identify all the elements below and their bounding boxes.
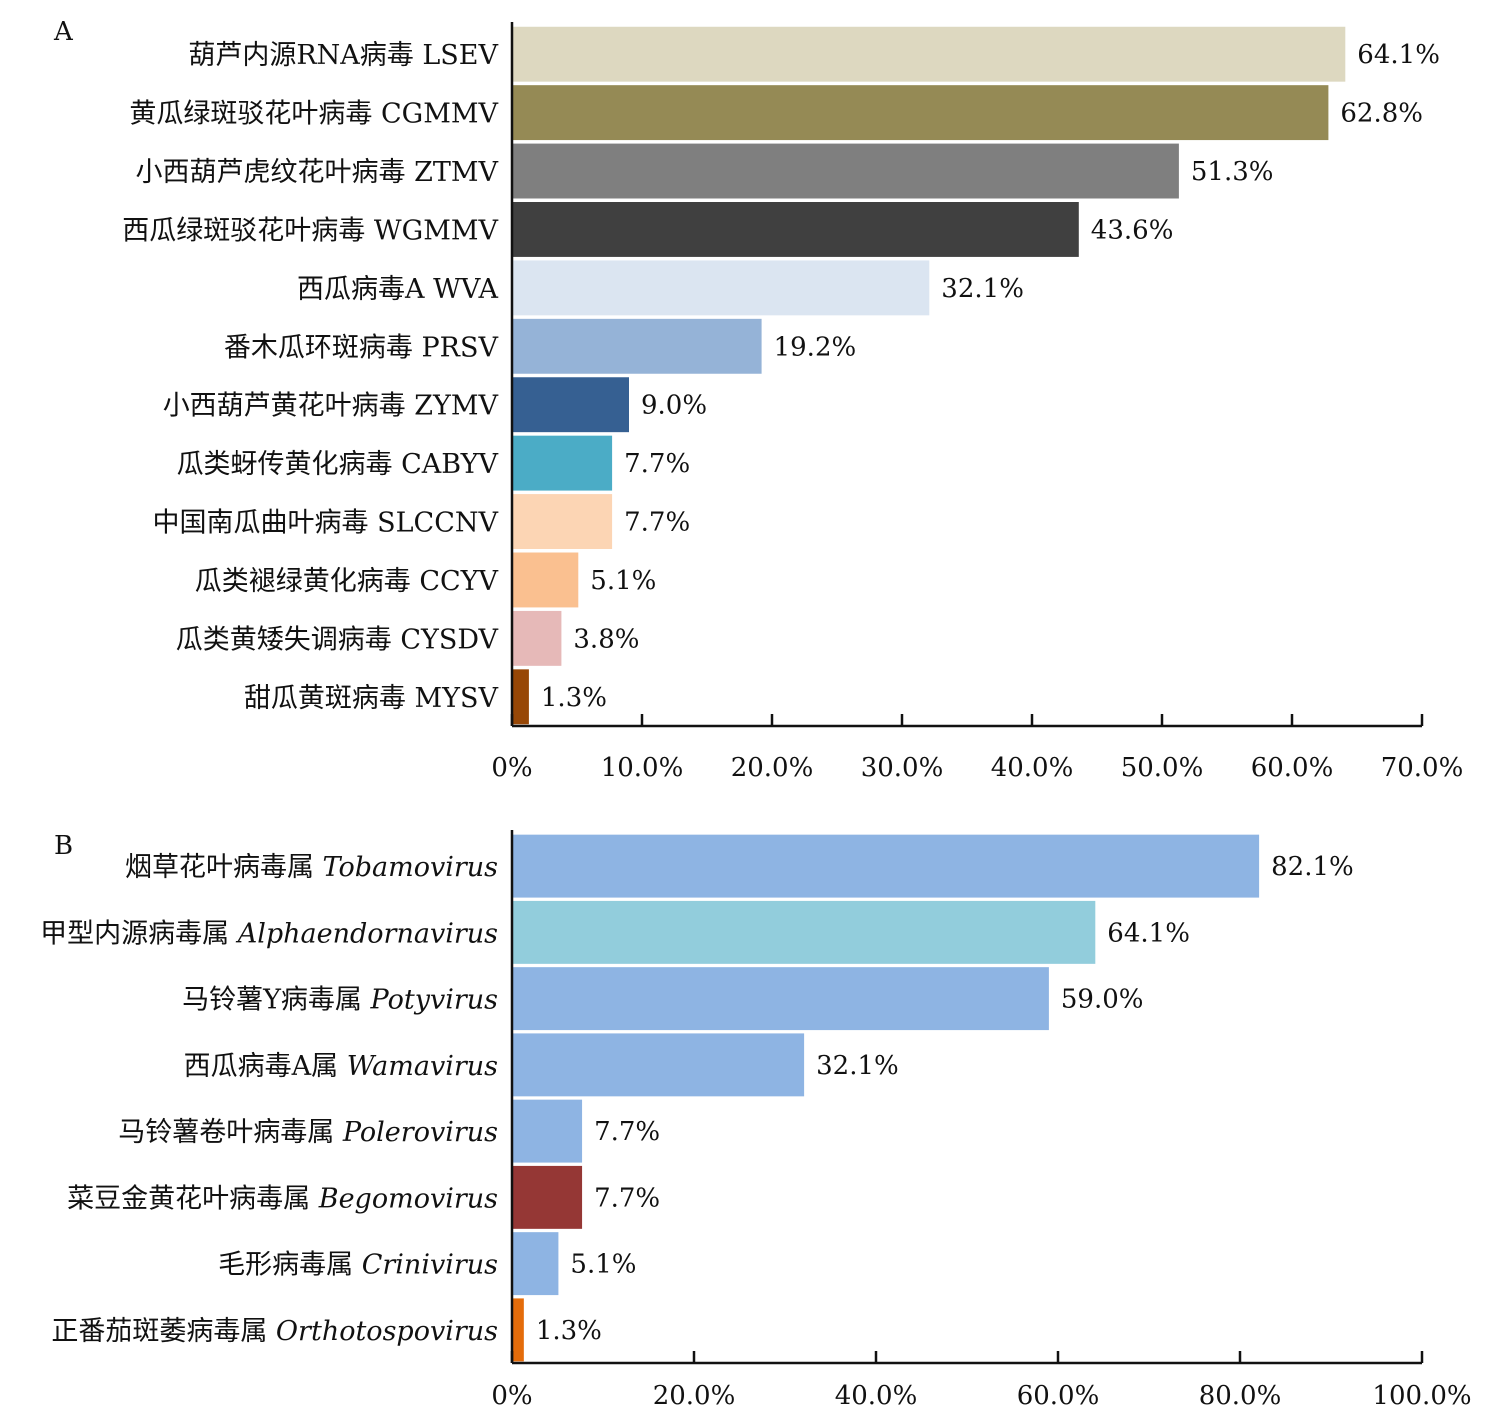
panel-b-x-tick-label-3: 40.0% bbox=[835, 1381, 918, 1411]
panel-a-x-tick-label-4: 30.0% bbox=[861, 753, 944, 783]
panel-a-category-label-8: 瓜类蚜传黄化病毒 CABYV bbox=[177, 449, 499, 480]
panel-b-x-tick-label-1: 0% bbox=[491, 1381, 532, 1411]
panel-a-category-label-2: 黄瓜绿斑驳花叶病毒 CGMMV bbox=[129, 99, 498, 130]
panel-b-value-label-8: 1.3% bbox=[536, 1316, 602, 1346]
panel-b-x-tick-label-2: 20.0% bbox=[653, 1381, 736, 1411]
panel-a-category-label-9: 中国南瓜曲叶病毒 SLCCNV bbox=[153, 508, 499, 539]
panel-b-bar-6 bbox=[512, 1165, 583, 1229]
panel-b-category-cn-8: 正番茄斑萎病毒属 bbox=[51, 1316, 276, 1347]
panel-b-category-latin-5: Polerovirus bbox=[342, 1117, 498, 1148]
panel-b-category-label-8: 正番茄斑萎病毒属 Orthotospovirus bbox=[51, 1316, 498, 1347]
panel-a-bar-2 bbox=[512, 85, 1329, 141]
panel-b-category-label-1: 烟草花叶病毒属 Tobamovirus bbox=[125, 852, 498, 883]
panel-a-value-label-3: 51.3% bbox=[1191, 157, 1274, 187]
panel-b-bar-1 bbox=[512, 834, 1260, 898]
panel-b-value-label-1: 82.1% bbox=[1271, 852, 1354, 882]
panel-b-bar-5 bbox=[512, 1099, 583, 1163]
panel-a-bar-7 bbox=[512, 377, 629, 433]
panel-b-value-label-2: 64.1% bbox=[1107, 918, 1190, 948]
panel-b-category-cn-1: 烟草花叶病毒属 bbox=[125, 852, 323, 883]
panel-b-value-label-6: 7.7% bbox=[594, 1183, 660, 1213]
panel-a-value-label-5: 32.1% bbox=[941, 274, 1024, 304]
panel-a-value-label-4: 43.6% bbox=[1091, 215, 1174, 245]
panel-a-x-tick-label-5: 40.0% bbox=[991, 753, 1074, 783]
panel-b-label: B bbox=[54, 831, 73, 861]
panel-b-category-cn-3: 马铃薯Y病毒属 bbox=[182, 985, 370, 1016]
panel-a-category-label-3: 小西葫芦虎纹花叶病毒 ZTMV bbox=[136, 157, 499, 188]
panel-a-category-label-4: 西瓜绿斑驳花叶病毒 WGMMV bbox=[122, 215, 498, 246]
panel-a-value-label-9: 7.7% bbox=[624, 508, 690, 538]
panel-a-x-tick-label-3: 20.0% bbox=[731, 753, 814, 783]
panel-b-bar-4 bbox=[512, 1033, 805, 1097]
panel-b: B 82.1% 烟草花叶病毒属 Tobamovirus 64.1% 甲型内源病毒属 A… bbox=[40, 830, 1472, 1411]
panel-a-value-label-6: 19.2% bbox=[774, 332, 857, 362]
panel-b-x-tick-label-4: 60.0% bbox=[1017, 1381, 1100, 1411]
panel-b-category-latin-3: Potyvirus bbox=[370, 985, 498, 1016]
panel-b-category-label-7: 毛形病毒属 Crinivirus bbox=[218, 1250, 498, 1281]
panel-a-label: A bbox=[53, 17, 74, 47]
panel-a-category-label-1: 葫芦内源RNA病毒 LSEV bbox=[188, 40, 498, 71]
panel-a-bar-4 bbox=[512, 202, 1079, 257]
panel-a-bar-10 bbox=[512, 552, 579, 608]
panel-a-x-tick-label-8: 70.0% bbox=[1381, 753, 1464, 783]
panel-a-x-tick-label-1: 0% bbox=[491, 753, 532, 783]
panel-a-bar-8 bbox=[512, 435, 613, 491]
panel-a-bar-6 bbox=[512, 318, 762, 374]
panel-a: A 64.1% 葫芦内源RNA病毒 LSEV 62.8% 黄瓜绿斑驳花叶病毒 CGMM… bbox=[53, 17, 1463, 783]
panel-a-value-label-1: 64.1% bbox=[1357, 40, 1440, 70]
panel-a-value-label-2: 62.8% bbox=[1340, 99, 1423, 129]
panel-b-category-label-5: 马铃薯卷叶病毒属 Polerovirus bbox=[118, 1117, 498, 1148]
panel-b-bar-3 bbox=[512, 967, 1049, 1031]
panel-a-value-label-10: 5.1% bbox=[590, 566, 656, 596]
panel-b-category-cn-5: 马铃薯卷叶病毒属 bbox=[118, 1117, 343, 1148]
panel-a-bar-5 bbox=[512, 260, 930, 316]
panel-a-bar-9 bbox=[512, 494, 613, 549]
panel-a-x-tick-label-7: 60.0% bbox=[1251, 753, 1334, 783]
panel-a-value-label-11: 3.8% bbox=[573, 624, 639, 654]
panel-b-x-tick-label-6: 100.0% bbox=[1372, 1381, 1471, 1411]
panel-a-bar-11 bbox=[512, 610, 562, 666]
panel-a-category-label-5: 西瓜病毒A WVA bbox=[297, 274, 498, 305]
panel-b-x-tick-label-5: 80.0% bbox=[1199, 1381, 1282, 1411]
panel-b-category-latin-2: Alphaendornavirus bbox=[235, 918, 498, 949]
panel-b-value-label-5: 7.7% bbox=[594, 1117, 660, 1147]
panel-b-category-latin-7: Crinivirus bbox=[362, 1250, 498, 1281]
panel-b-category-label-2: 甲型内源病毒属 Alphaendornavirus bbox=[40, 918, 498, 949]
panel-a-value-label-7: 9.0% bbox=[641, 391, 707, 421]
panel-b-category-label-6: 菜豆金黄花叶病毒属 Begomovirus bbox=[67, 1183, 498, 1214]
panel-a-x-tick-label-2: 10.0% bbox=[601, 753, 684, 783]
panel-a-bar-1 bbox=[512, 26, 1346, 82]
panel-a-value-label-12: 1.3% bbox=[541, 683, 607, 713]
panel-b-category-latin-6: Begomovirus bbox=[318, 1183, 498, 1214]
panel-b-category-latin-4: Wamavirus bbox=[347, 1051, 498, 1082]
panel-a-x-tick-label-6: 50.0% bbox=[1121, 753, 1204, 783]
panel-b-category-latin-8: Orthotospovirus bbox=[276, 1316, 498, 1347]
panel-a-category-label-10: 瓜类褪绿黄化病毒 CCYV bbox=[195, 566, 499, 597]
panel-b-category-latin-1: Tobamovirus bbox=[323, 852, 498, 883]
panel-b-category-cn-7: 毛形病毒属 bbox=[218, 1250, 362, 1281]
panel-a-category-label-6: 番木瓜环斑病毒 PRSV bbox=[224, 332, 499, 363]
panel-b-bar-8 bbox=[512, 1298, 524, 1362]
panel-b-value-label-3: 59.0% bbox=[1061, 985, 1144, 1015]
panel-a-category-label-11: 瓜类黄矮失调病毒 CYSDV bbox=[176, 624, 499, 655]
panel-b-category-cn-6: 菜豆金黄花叶病毒属 bbox=[67, 1183, 319, 1214]
panel-b-category-cn-2: 甲型内源病毒属 bbox=[40, 918, 238, 949]
panel-b-bar-7 bbox=[512, 1232, 559, 1296]
panel-b-value-label-7: 5.1% bbox=[570, 1250, 636, 1280]
panel-a-category-label-7: 小西葫芦黄花叶病毒 ZYMV bbox=[163, 391, 499, 422]
panel-a-value-label-8: 7.7% bbox=[624, 449, 690, 479]
panel-b-category-cn-4: 西瓜病毒A属 bbox=[184, 1051, 347, 1082]
panel-a-bar-3 bbox=[512, 143, 1179, 199]
panel-b-category-label-4: 西瓜病毒A属 Wamavirus bbox=[184, 1051, 498, 1082]
panel-b-category-label-3: 马铃薯Y病毒属 Potyvirus bbox=[182, 985, 498, 1016]
panel-a-category-label-12: 甜瓜黄斑病毒 MYSV bbox=[244, 683, 499, 714]
panel-b-bar-2 bbox=[512, 900, 1096, 964]
panel-a-bar-12 bbox=[512, 669, 529, 725]
panel-b-value-label-4: 32.1% bbox=[816, 1051, 899, 1081]
